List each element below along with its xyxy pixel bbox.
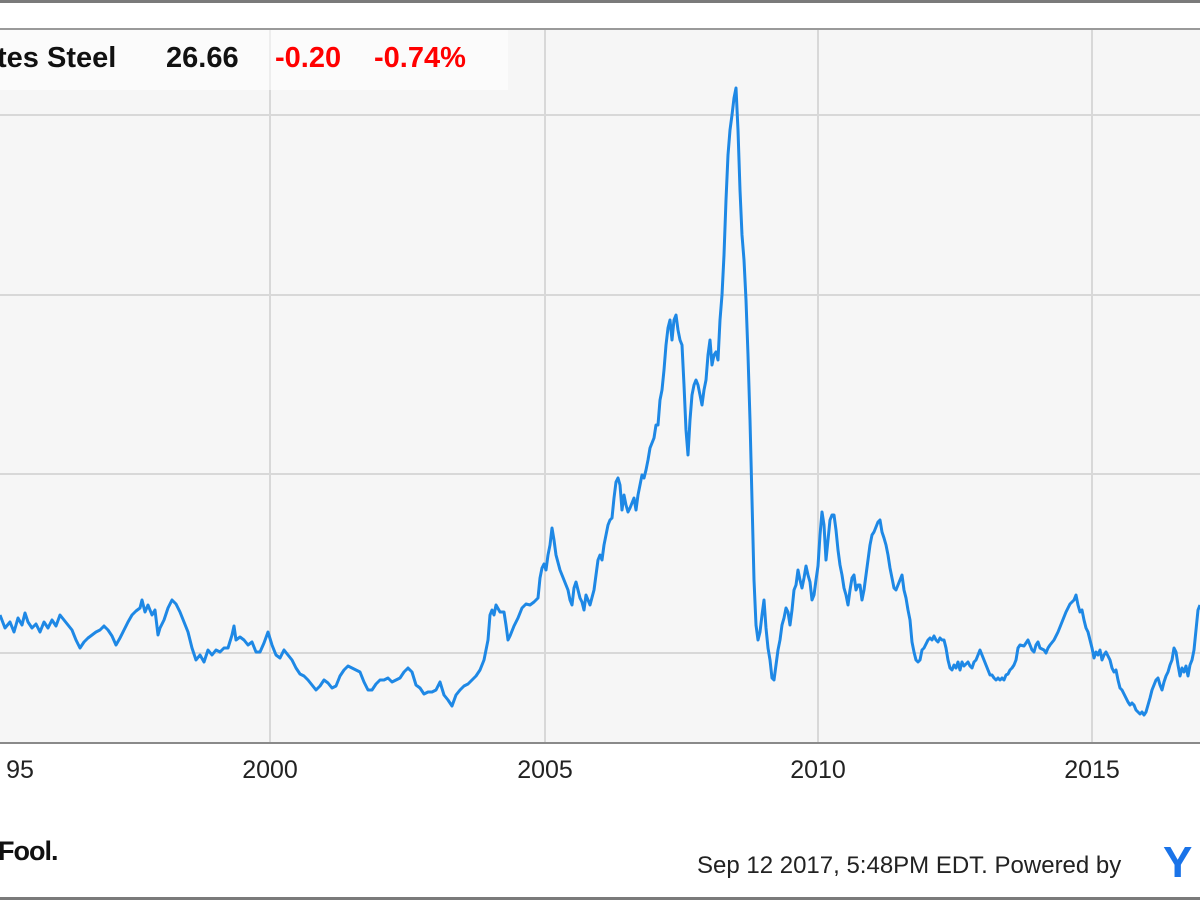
timestamp: Sep 12 2017, 5:48PM EDT. bbox=[697, 852, 988, 879]
x-tick-2005: 2005 bbox=[517, 756, 573, 784]
bottom-border bbox=[0, 897, 1200, 900]
plot-area bbox=[0, 28, 1200, 743]
x-axis-line bbox=[0, 742, 1200, 744]
ycharts-logo-icon: Y bbox=[1163, 838, 1193, 887]
price-change: -0.20 bbox=[275, 42, 342, 74]
x-tick-2010: 2010 bbox=[790, 756, 846, 784]
footer-attribution: Sep 12 2017, 5:48PM EDT. Powered by bbox=[697, 852, 1121, 880]
ticker-name: tes Steel bbox=[0, 42, 117, 74]
horizontal-gridlines bbox=[0, 114, 1200, 654]
price-legend: tes Steel 26.66 -0.20 -0.74% bbox=[0, 30, 508, 90]
x-tick-2000: 2000 bbox=[242, 756, 298, 784]
ticker-price: 26.66 bbox=[166, 42, 239, 74]
vertical-gridlines bbox=[269, 30, 1093, 742]
price-change-percent: -0.74% bbox=[374, 42, 466, 74]
x-tick-1995: 95 bbox=[6, 756, 34, 784]
motley-fool-logo: Fool. bbox=[0, 836, 58, 866]
powered-by-label: Powered by bbox=[994, 852, 1122, 879]
price-line bbox=[0, 86, 1200, 717]
top-border bbox=[0, 0, 1200, 3]
x-tick-2015: 2015 bbox=[1064, 756, 1120, 784]
